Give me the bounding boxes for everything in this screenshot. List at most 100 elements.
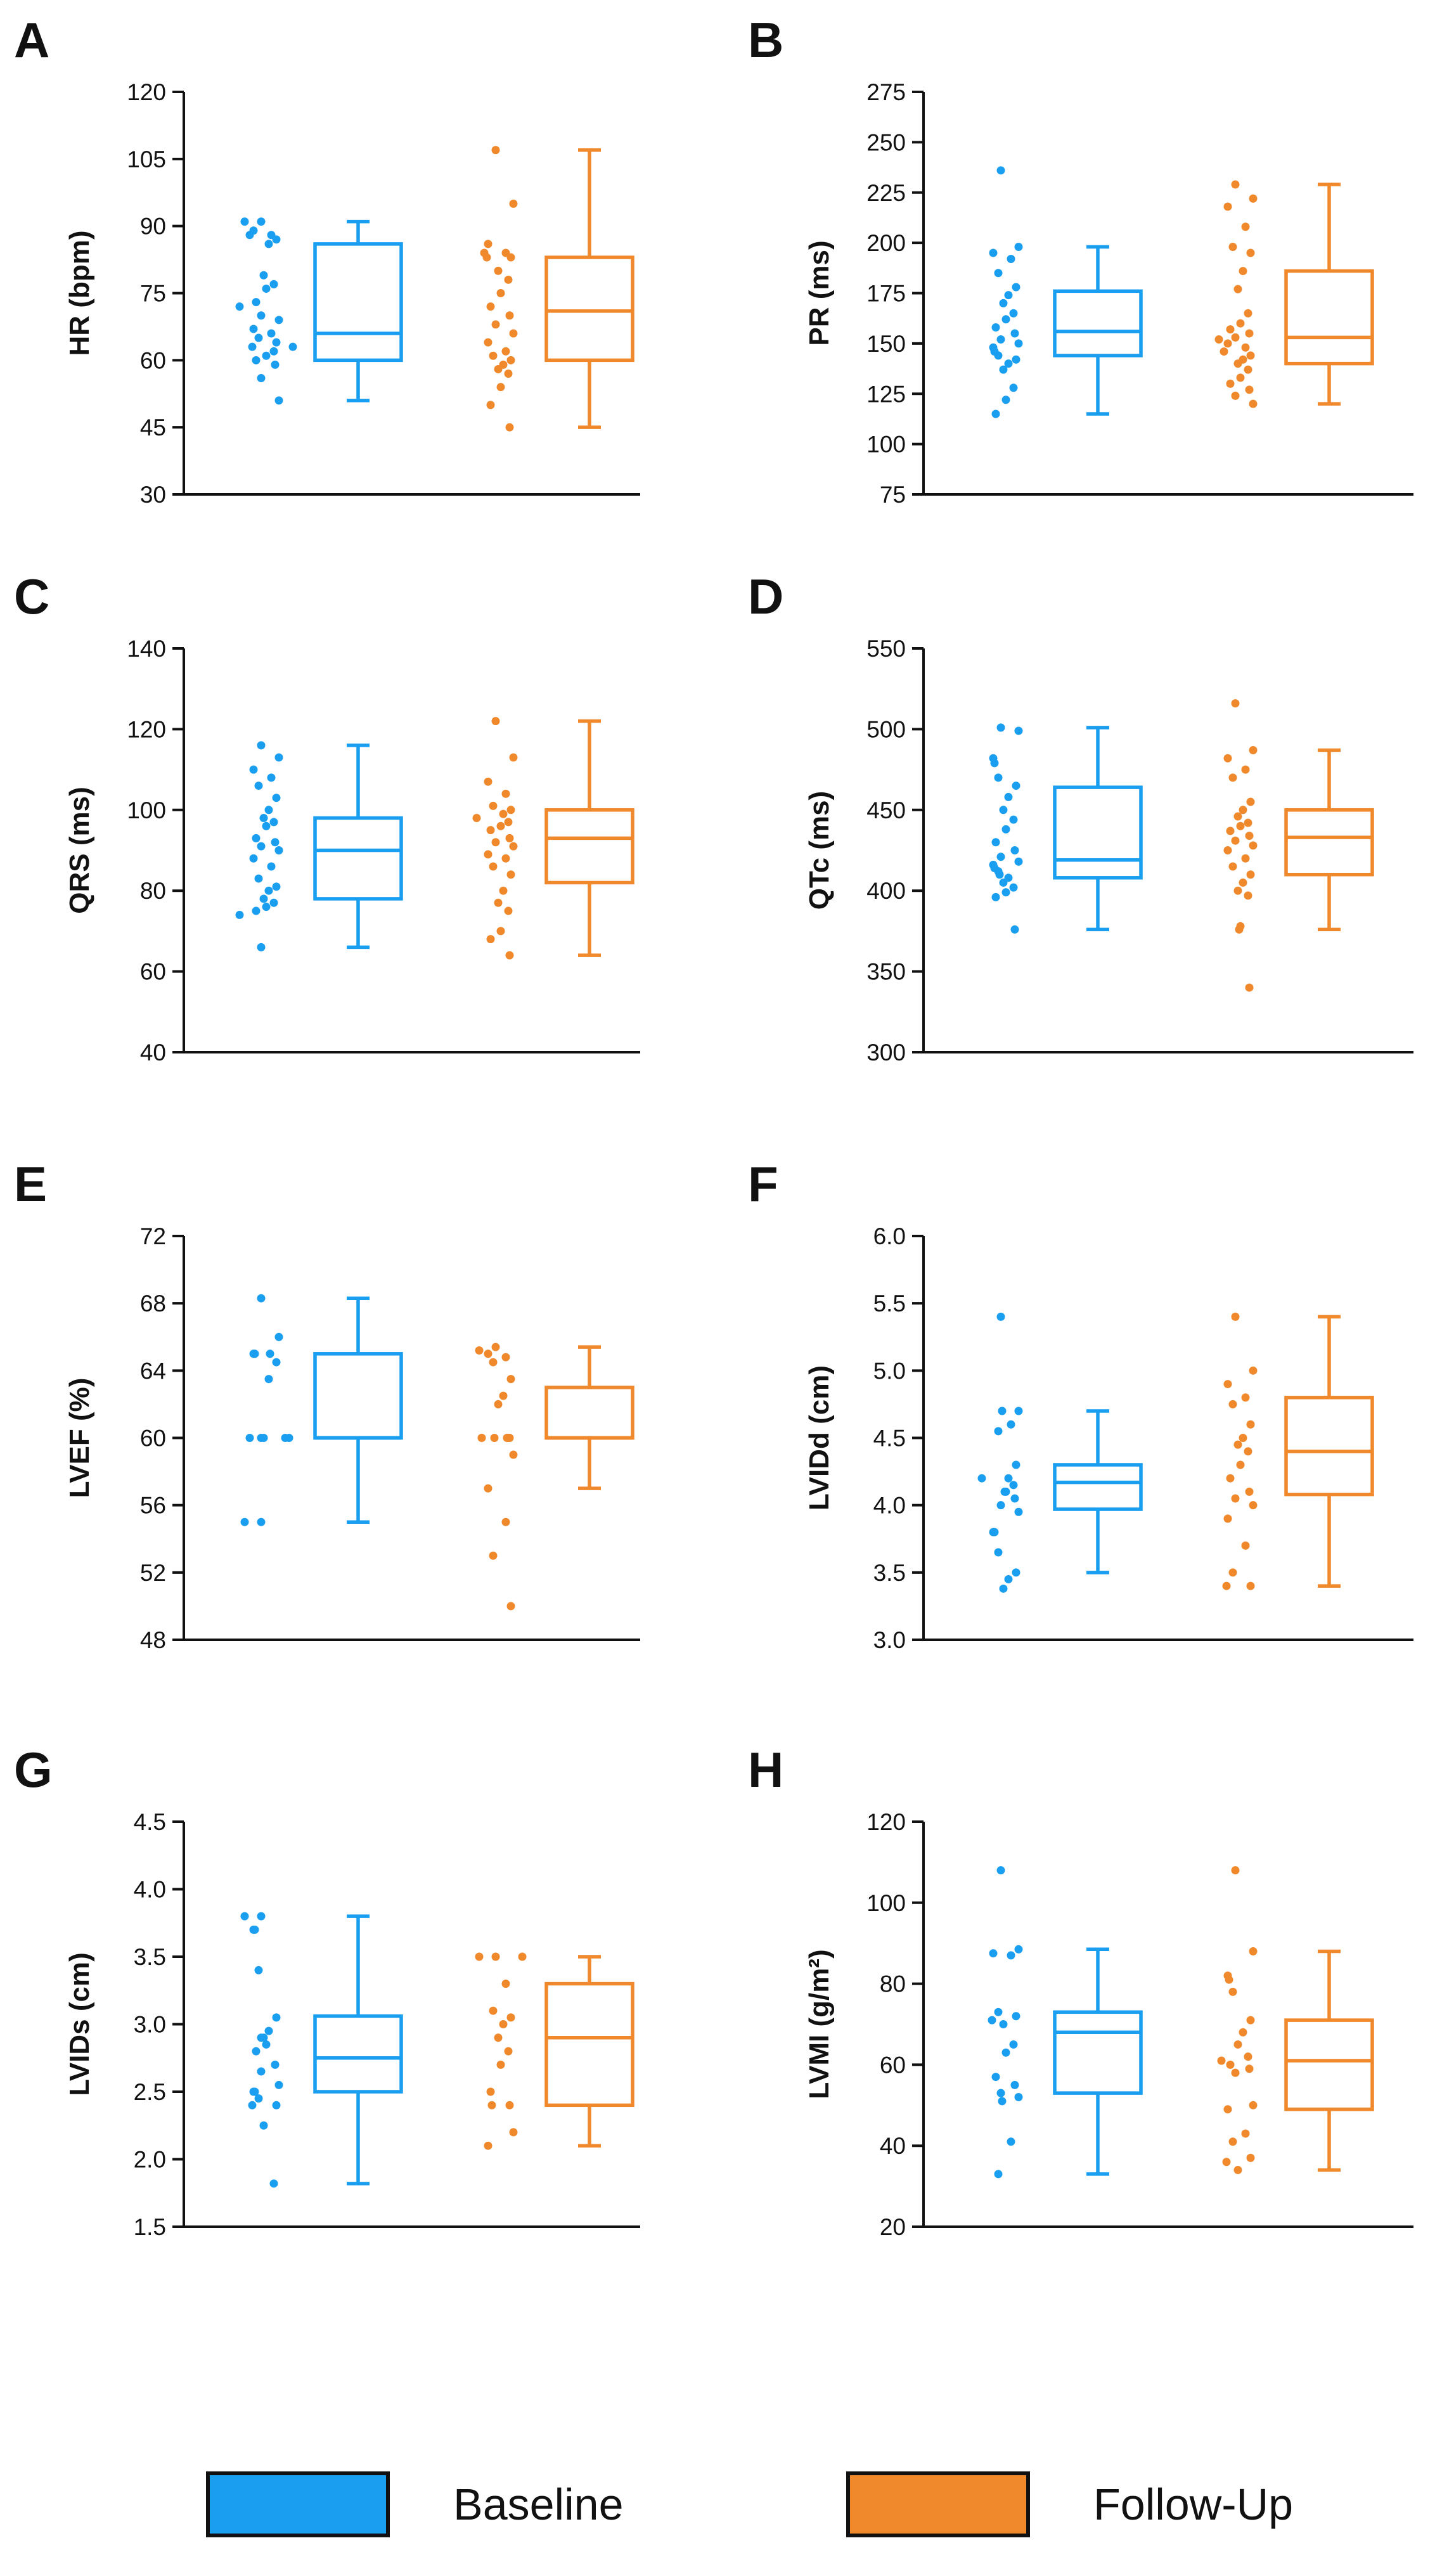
data-point-followup-f — [1244, 1447, 1252, 1456]
legend-followup: Follow-Up — [846, 2469, 1293, 2540]
data-point-followup-d — [1228, 862, 1237, 871]
data-point-followup-f — [1246, 1581, 1255, 1590]
data-point-baseline-a — [252, 356, 261, 364]
data-point-followup-h — [1245, 2064, 1254, 2073]
data-point-baseline-c — [267, 862, 276, 871]
data-point-baseline-f — [1009, 1481, 1018, 1490]
data-point-baseline-h — [1001, 2048, 1010, 2057]
data-point-baseline-a — [245, 231, 254, 240]
data-point-baseline-b — [996, 166, 1005, 175]
data-point-baseline-c — [254, 782, 263, 790]
data-point-followup-g — [518, 1952, 527, 1961]
box-baseline-f — [1053, 1463, 1143, 1511]
y-tick-label-e: 52 — [140, 1560, 166, 1586]
panel-letter-a: A — [14, 12, 49, 68]
data-point-followup-a — [506, 253, 515, 262]
data-point-baseline-c — [249, 854, 258, 863]
data-point-baseline-h — [989, 1949, 998, 1958]
y-axis-label-a: HR (bpm) — [64, 231, 95, 356]
box-baseline-h — [1053, 2010, 1143, 2095]
data-point-baseline-d — [1010, 846, 1019, 854]
data-point-followup-a — [486, 401, 495, 409]
data-point-followup-c — [505, 834, 514, 842]
data-point-baseline-c — [252, 834, 261, 842]
y-tick-label-g: 1.5 — [134, 2214, 166, 2240]
y-tick-label-e: 56 — [140, 1493, 166, 1519]
data-point-followup-e — [477, 1434, 486, 1442]
y-axis-label-e: LVEF (%) — [64, 1378, 95, 1498]
data-point-followup-g — [487, 2101, 496, 2109]
data-point-followup-a — [509, 329, 518, 338]
data-point-baseline-g — [271, 2060, 280, 2069]
box-followup-f — [1284, 1396, 1374, 1497]
data-point-baseline-g — [264, 2026, 273, 2035]
data-point-baseline-c — [249, 765, 258, 774]
y-tick-label-d: 450 — [866, 797, 906, 823]
panel-letter-e: E — [14, 1156, 47, 1212]
data-point-baseline-c — [257, 741, 266, 750]
data-point-baseline-b — [1007, 255, 1015, 264]
data-point-followup-e — [506, 1602, 515, 1611]
data-point-baseline-d — [999, 806, 1008, 815]
legend-followup-label: Follow-Up — [1093, 2480, 1294, 2529]
y-tick-label-g: 4.5 — [134, 1809, 166, 1835]
data-point-followup-c — [489, 862, 498, 871]
data-point-baseline-f — [996, 1501, 1005, 1510]
data-point-followup-g — [484, 2141, 492, 2150]
y-tick-label-b: 250 — [866, 129, 906, 155]
y-tick-label-c: 100 — [127, 797, 166, 823]
data-point-followup-g — [494, 2033, 503, 2042]
y-tick-label-b: 75 — [880, 482, 906, 508]
box-followup-a — [544, 255, 634, 363]
data-point-followup-d — [1233, 886, 1242, 895]
data-point-followup-d — [1246, 870, 1255, 879]
data-point-followup-h — [1223, 2105, 1232, 2114]
data-point-baseline-c — [254, 874, 263, 883]
data-point-baseline-a — [264, 240, 273, 248]
data-point-baseline-a — [259, 271, 268, 280]
data-point-followup-b — [1245, 385, 1254, 394]
data-point-followup-d — [1239, 806, 1247, 815]
y-tick-label-g: 3.0 — [134, 2012, 166, 2038]
data-point-baseline-c — [271, 838, 280, 847]
y-tick-label-e: 64 — [140, 1358, 166, 1384]
data-point-baseline-a — [274, 396, 283, 405]
data-point-baseline-a — [274, 316, 283, 325]
data-point-baseline-d — [1010, 925, 1019, 934]
data-point-followup-f — [1223, 1514, 1232, 1523]
data-point-baseline-b — [991, 323, 1000, 332]
data-point-baseline-h — [1014, 1945, 1023, 1954]
data-point-followup-b — [1228, 242, 1237, 251]
data-point-baseline-c — [235, 910, 244, 919]
data-point-followup-e — [509, 1450, 518, 1459]
data-point-followup-d — [1223, 846, 1232, 854]
data-point-followup-b — [1249, 194, 1258, 203]
data-point-baseline-h — [1010, 2080, 1019, 2089]
data-point-baseline-f — [1014, 1507, 1023, 1516]
data-point-followup-d — [1249, 746, 1258, 755]
data-point-followup-h — [1228, 1987, 1237, 1996]
y-tick-label-a: 105 — [127, 146, 166, 172]
y-tick-label-d: 400 — [866, 878, 906, 904]
data-point-baseline-h — [996, 1866, 1005, 1875]
data-point-followup-f — [1228, 1568, 1237, 1577]
data-point-baseline-c — [252, 906, 261, 915]
data-point-followup-a — [505, 311, 514, 320]
data-point-baseline-a — [235, 302, 244, 311]
data-point-followup-a — [504, 275, 513, 284]
box-baseline-e — [313, 1352, 403, 1440]
data-point-baseline-g — [250, 2087, 259, 2096]
data-point-followup-h — [1231, 2068, 1240, 2077]
data-point-followup-d — [1241, 765, 1250, 774]
y-tick-label-f: 4.5 — [873, 1426, 906, 1452]
panel-letter-b: B — [748, 12, 783, 68]
data-point-followup-g — [506, 2013, 515, 2022]
data-point-baseline-b — [991, 409, 1000, 418]
data-point-baseline-h — [996, 2089, 1005, 2097]
box-followup-h — [1284, 2018, 1374, 2111]
data-point-baseline-f — [1000, 1487, 1009, 1496]
data-point-followup-b — [1244, 309, 1252, 318]
data-point-baseline-a — [272, 235, 281, 244]
data-point-followup-f — [1228, 1400, 1237, 1408]
